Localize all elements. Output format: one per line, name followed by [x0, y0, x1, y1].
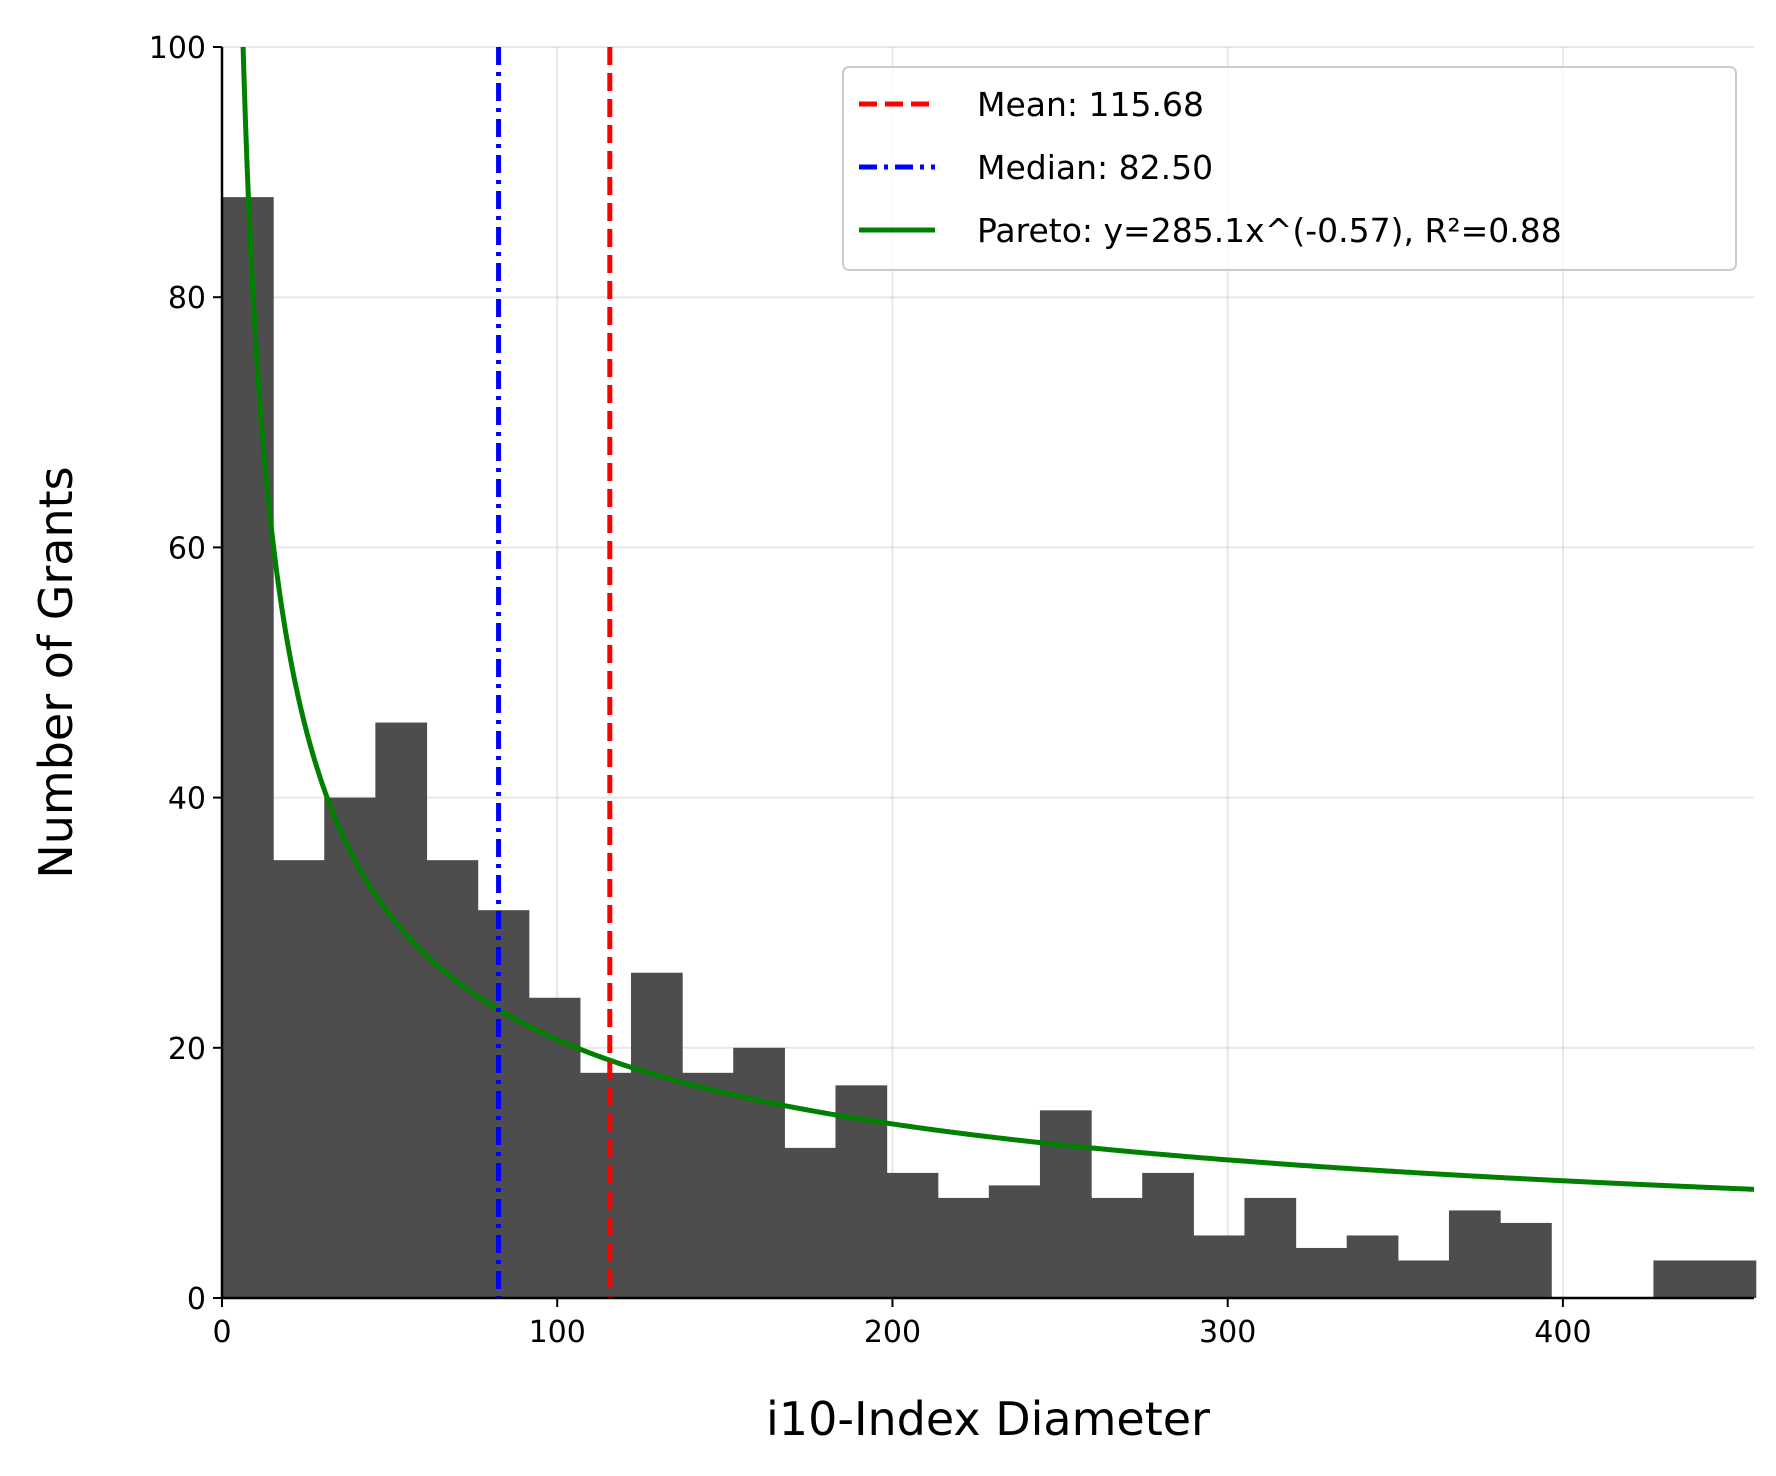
histogram-bar-11: [784, 1147, 837, 1298]
legend-label-median: Median: 82.50: [977, 148, 1213, 187]
histogram-bar-18: [1142, 1172, 1194, 1298]
y-tick-label-60: 60: [168, 531, 206, 566]
histogram-bar-3: [375, 722, 428, 1298]
histogram-bar-4: [426, 860, 479, 1298]
legend-box: [842, 66, 1737, 271]
x-tick-label-100: 100: [529, 1315, 586, 1350]
histogram-bar-25: [1500, 1222, 1552, 1298]
histogram-bar-13: [886, 1172, 939, 1298]
axes: [220, 47, 1754, 1300]
histogram-bar-15: [988, 1185, 1041, 1298]
histogram-bar-7: [579, 1072, 632, 1298]
histogram-bar-24: [1448, 1210, 1501, 1298]
histogram-bar-10: [733, 1047, 785, 1298]
histogram-bar-6: [528, 997, 581, 1298]
x-tick-label-200: 200: [864, 1315, 921, 1350]
reference-lines: [240, 47, 1754, 1298]
histogram-bar-5: [477, 910, 530, 1298]
pareto-fit-curve: [240, 47, 1754, 1192]
histogram-bar-28: [1653, 1260, 1706, 1298]
y-tick-label-40: 40: [168, 782, 206, 817]
histogram-bar-8: [630, 972, 683, 1298]
histogram-bar-23: [1397, 1260, 1450, 1298]
histogram-bar-14: [937, 1197, 990, 1298]
histogram-bar-20: [1244, 1197, 1297, 1298]
histogram-bar-2: [324, 797, 376, 1298]
histogram-bar-22: [1346, 1235, 1399, 1298]
histogram-bar-1: [273, 860, 325, 1298]
legend-label-pareto: Pareto: y=285.1x^(-0.57), R²=0.88: [977, 211, 1562, 250]
histogram-bar-9: [682, 1072, 734, 1298]
histogram-bar-17: [1091, 1197, 1143, 1298]
histogram-bars: [222, 197, 1757, 1298]
y-tick-label-100: 100: [149, 31, 206, 66]
y-tick-label-80: 80: [168, 281, 206, 316]
tick-labels: 0 100 200 300 400 0 20 40 60 80 100: [149, 31, 1592, 1350]
histogram-bar-16: [1039, 1110, 1092, 1298]
x-tick-label-0: 0: [212, 1315, 231, 1350]
histogram-bar-0: [222, 197, 274, 1298]
y-axis-title: Number of Grants: [29, 466, 83, 878]
x-tick-label-300: 300: [1199, 1315, 1256, 1350]
legend-label-mean: Mean: 115.68: [977, 85, 1204, 124]
legend: Mean: 115.68 Median: 82.50 Pareto: y=285…: [842, 66, 1737, 271]
histogram-bar-19: [1193, 1235, 1246, 1298]
x-axis-title: i10-Index Diameter: [766, 1392, 1210, 1446]
y-tick-label-20: 20: [168, 1032, 206, 1067]
histogram-bar-21: [1295, 1247, 1348, 1298]
histogram-bar-29: [1704, 1260, 1757, 1298]
x-tick-label-400: 400: [1534, 1315, 1591, 1350]
y-tick-label-0: 0: [187, 1282, 206, 1317]
